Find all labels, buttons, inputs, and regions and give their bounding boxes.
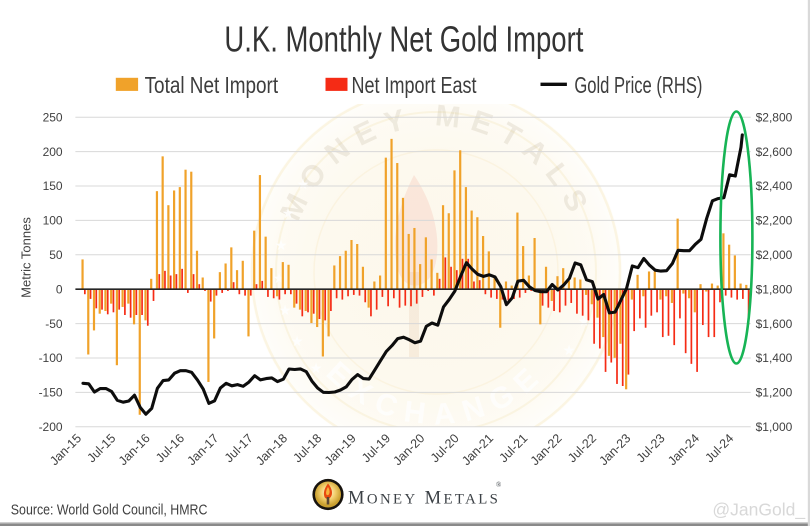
svg-text:$1,200: $1,200 — [756, 386, 793, 400]
svg-text:50: 50 — [49, 248, 63, 262]
svg-text:★: ★ — [279, 302, 292, 318]
svg-text:$2,000: $2,000 — [756, 248, 793, 262]
svg-text:★: ★ — [275, 237, 288, 253]
svg-text:200: 200 — [43, 145, 63, 159]
svg-text:Source: World Gold Council, HM: Source: World Gold Council, HMRC — [11, 502, 208, 519]
svg-text:★: ★ — [578, 313, 591, 329]
svg-text:Total Net Import: Total Net Import — [145, 72, 279, 98]
svg-text:$2,200: $2,200 — [756, 214, 793, 228]
svg-text:MONEY METALS: MONEY METALS — [348, 488, 500, 508]
svg-text:-100: -100 — [39, 351, 63, 365]
svg-text:$2,800: $2,800 — [756, 110, 793, 124]
svg-text:®: ® — [496, 481, 502, 489]
svg-text:$1,600: $1,600 — [756, 317, 793, 331]
svg-text:250: 250 — [43, 110, 63, 124]
svg-text:-50: -50 — [45, 317, 63, 331]
svg-text:@JanGold_: @JanGold_ — [712, 500, 805, 521]
svg-text:$2,400: $2,400 — [756, 179, 793, 193]
svg-text:0: 0 — [56, 282, 63, 296]
svg-text:Net Import East: Net Import East — [352, 72, 477, 98]
svg-text:★: ★ — [297, 176, 310, 192]
svg-text:U.K. Monthly Net Gold Import: U.K. Monthly Net Gold Import — [224, 19, 583, 60]
svg-text:Gold Price (RHS): Gold Price (RHS) — [574, 72, 702, 98]
svg-text:$1,800: $1,800 — [756, 282, 793, 296]
svg-text:150: 150 — [43, 179, 63, 193]
svg-text:100: 100 — [43, 214, 63, 228]
svg-text:★: ★ — [310, 360, 323, 376]
svg-text:$2,600: $2,600 — [756, 145, 793, 159]
svg-text:★: ★ — [563, 342, 576, 358]
svg-text:★: ★ — [291, 333, 304, 349]
svg-text:-150: -150 — [39, 386, 63, 400]
svg-text:$1,400: $1,400 — [756, 351, 793, 365]
svg-text:Metric Tonnes: Metric Tonnes — [18, 217, 33, 298]
svg-text:$1,000: $1,000 — [756, 420, 793, 434]
svg-text:-200: -200 — [39, 420, 63, 434]
svg-text:★: ★ — [282, 205, 295, 221]
